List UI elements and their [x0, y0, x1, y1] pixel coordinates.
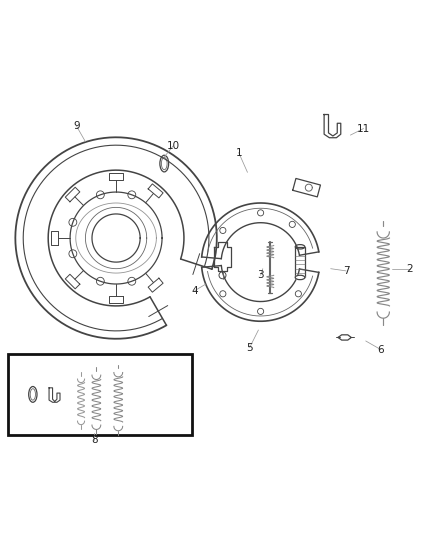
Text: 4: 4: [191, 286, 198, 296]
Text: 10: 10: [166, 141, 180, 151]
Text: 9: 9: [73, 122, 80, 131]
Text: 1: 1: [235, 148, 242, 158]
Bar: [8, 354, 192, 435]
Ellipse shape: [295, 275, 305, 280]
Bar: [295, 247, 305, 278]
Text: 8: 8: [91, 434, 98, 445]
Text: 11: 11: [357, 124, 370, 134]
Text: 5: 5: [246, 343, 253, 352]
Text: 2: 2: [406, 264, 413, 273]
Text: 3: 3: [257, 270, 264, 280]
Text: 7: 7: [343, 266, 350, 276]
Text: 6: 6: [378, 345, 385, 355]
